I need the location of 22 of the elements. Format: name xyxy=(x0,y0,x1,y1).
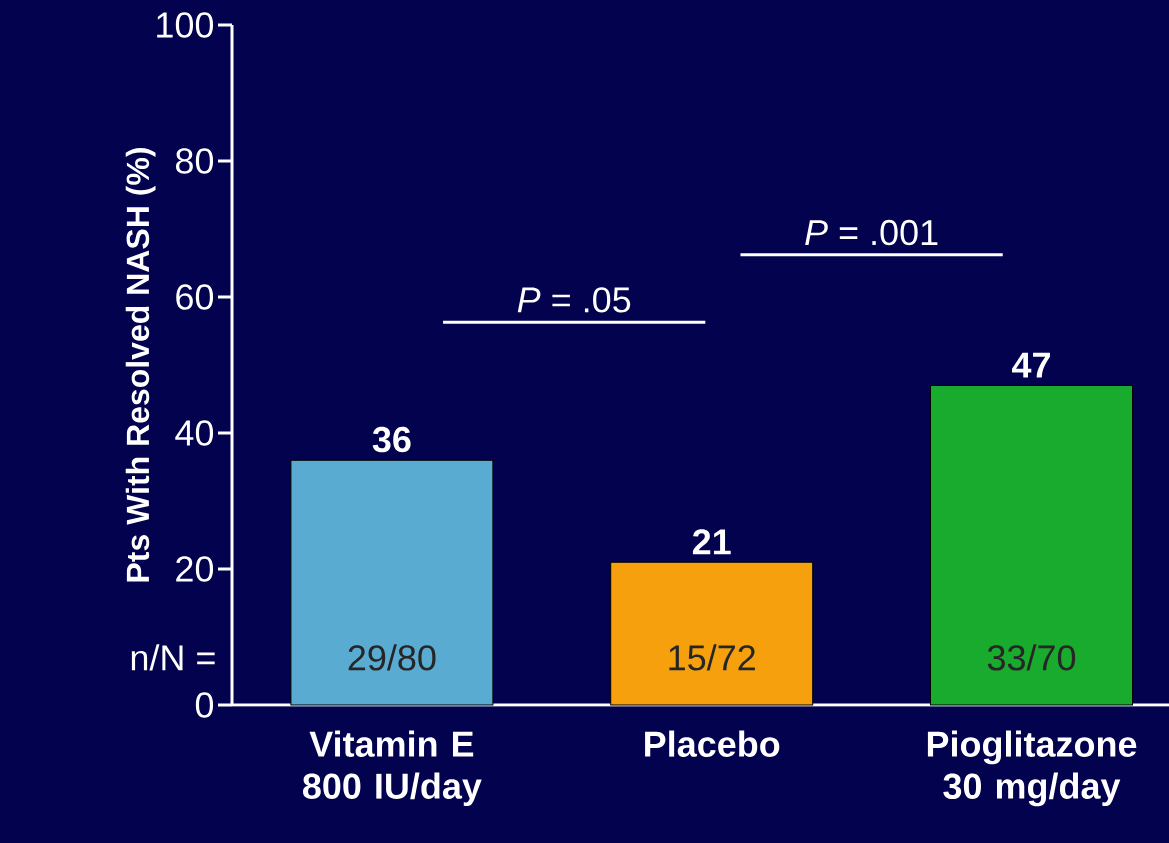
bar xyxy=(290,459,494,706)
x-tick-label: Pioglitazone 30 mg/day xyxy=(927,730,1137,807)
annotation: 15/72 xyxy=(669,644,755,671)
bar xyxy=(610,561,814,706)
bar xyxy=(930,384,1133,706)
annotation: 29/80 xyxy=(348,644,436,671)
y-tick-label: 40 xyxy=(175,420,214,446)
y-tick-label: 20 xyxy=(176,556,214,582)
y-tick-label: 100 xyxy=(157,12,214,38)
annotation: P = .001 xyxy=(805,219,938,246)
data-label: 36 xyxy=(372,426,411,453)
annotation: 33/70 xyxy=(987,644,1076,671)
y-tick-label: 80 xyxy=(175,148,214,174)
y-tick-label: 60 xyxy=(176,284,214,310)
data-label: 21 xyxy=(692,529,731,555)
text: n/N = xyxy=(131,644,215,671)
y-axis-title: Pts With Resolved NASH (%) xyxy=(125,148,156,582)
data-label: 47 xyxy=(1012,352,1050,378)
annotation: P = .05 xyxy=(517,287,631,313)
x-tick-label: Placebo xyxy=(645,730,780,757)
y-tick-label: 0 xyxy=(195,692,214,718)
x-tick-label: Vitamin E 800 IU/day xyxy=(303,730,482,807)
